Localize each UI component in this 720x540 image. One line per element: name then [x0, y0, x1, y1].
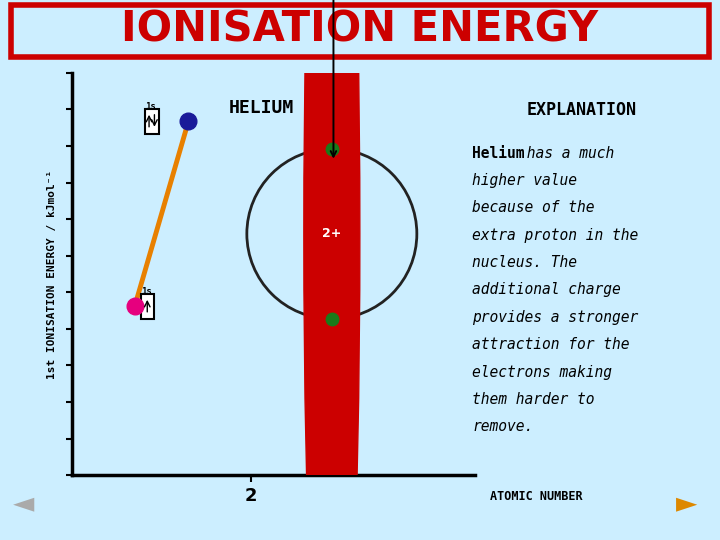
Y-axis label: 1st IONISATION ENERGY / kJmol⁻¹: 1st IONISATION ENERGY / kJmol⁻¹ [48, 170, 58, 379]
Text: has a much: has a much [518, 146, 614, 160]
Text: extra proton in the: extra proton in the [472, 228, 639, 242]
Bar [145, 109, 159, 133]
Text: electrons making: electrons making [472, 364, 612, 380]
Text: ATOMIC NUMBER: ATOMIC NUMBER [490, 489, 582, 503]
Text: remove.: remove. [472, 419, 534, 434]
Text: additional charge: additional charge [472, 282, 621, 298]
Text: HELIUM: HELIUM [229, 99, 294, 117]
Text: ►: ► [675, 489, 697, 517]
Text: higher value: higher value [472, 173, 577, 188]
Text: EXPLANATION: EXPLANATION [526, 101, 636, 119]
Bar [141, 294, 154, 319]
Text: ◄: ◄ [13, 489, 35, 517]
Text: because of the: because of the [472, 200, 595, 215]
Text: IONISATION ENERGY: IONISATION ENERGY [122, 9, 598, 51]
Text: provides a stronger: provides a stronger [472, 310, 639, 325]
Text: nucleus. The: nucleus. The [472, 255, 577, 270]
Ellipse shape [304, 0, 360, 540]
Text: them harder to: them harder to [472, 392, 595, 407]
Text: 1s: 1s [145, 102, 156, 111]
FancyBboxPatch shape [11, 5, 709, 57]
Text: attraction for the: attraction for the [472, 337, 629, 352]
Text: Helium: Helium [472, 146, 525, 160]
Text: 2+: 2+ [322, 227, 341, 240]
Text: 1s: 1s [141, 287, 152, 296]
